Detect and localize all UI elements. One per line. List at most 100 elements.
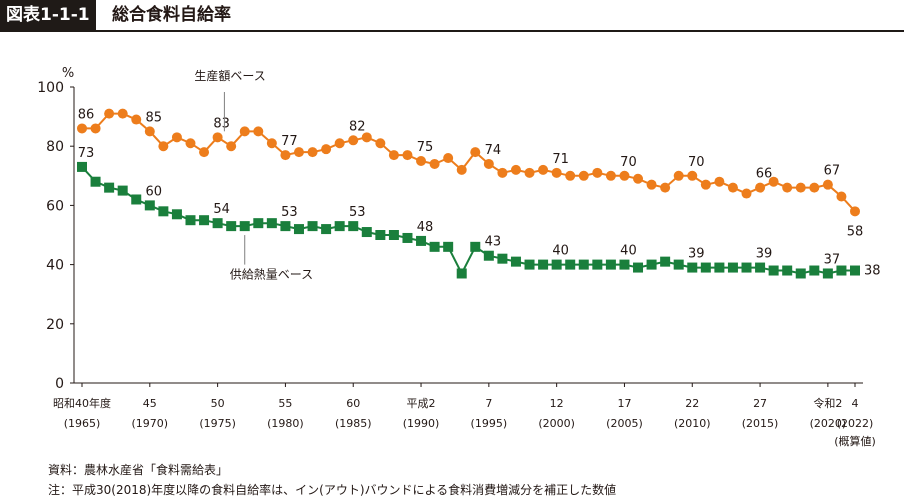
calorie-supply-point	[741, 262, 752, 273]
production-value-point	[673, 170, 684, 181]
production-value-point	[660, 182, 671, 193]
x-tick-note-label: (概算値)	[834, 434, 876, 448]
calorie-supply-data-label: 38	[864, 264, 881, 279]
calorie-supply-data-label: 54	[213, 202, 230, 217]
production-value-point	[836, 191, 847, 202]
production-value-point	[77, 123, 87, 134]
production-value-point	[809, 182, 820, 193]
header-divider	[0, 30, 904, 32]
calorie-supply-data-label: 48	[417, 220, 434, 235]
production-value-point	[429, 158, 440, 169]
production-value-point	[578, 170, 589, 181]
calorie-supply-point	[131, 194, 142, 205]
calorie-supply-point	[199, 215, 210, 226]
production-value-point	[158, 141, 169, 152]
calorie-supply-point	[144, 200, 155, 211]
production-value-point	[822, 179, 833, 190]
calorie-supply-point	[822, 268, 833, 279]
production-value-point	[592, 167, 603, 178]
calorie-supply-point	[605, 259, 616, 270]
calorie-supply-point	[551, 259, 562, 270]
calorie-supply-point	[673, 259, 684, 270]
production-value-point	[266, 138, 277, 149]
x-tick-year-label: (1965)	[64, 417, 101, 430]
calorie-supply-point	[687, 262, 698, 273]
x-tick-label: 17	[617, 397, 631, 410]
production-value-point	[416, 156, 427, 166]
production-value-data-label: 74	[485, 143, 502, 158]
production-value-point	[510, 164, 521, 175]
calorie-supply-point	[375, 230, 386, 240]
x-tick-year-label: (1970)	[132, 417, 169, 430]
plot-area	[77, 108, 860, 279]
production-value-point	[293, 147, 304, 158]
calorie-supply-point	[456, 268, 467, 279]
production-value-point	[687, 170, 698, 181]
calorie-supply-point	[714, 262, 725, 273]
calorie-supply-data-label: 39	[688, 247, 705, 262]
calorie-supply-line	[81, 166, 855, 276]
calorie-supply-point	[443, 241, 454, 252]
production-value-data-label: 70	[688, 155, 705, 170]
production-value-point	[361, 132, 372, 143]
production-value-data-label: 82	[349, 119, 366, 134]
calorie-supply-point	[77, 161, 87, 172]
production-value-data-label: 71	[552, 152, 569, 167]
calorie-supply-point	[321, 224, 332, 235]
calorie-supply-point	[633, 262, 644, 273]
calorie-supply-series-label: 供給熱量ベース	[230, 268, 313, 282]
x-tick-year-label: (1980)	[267, 417, 304, 430]
calorie-supply-point	[755, 262, 766, 273]
production-value-point	[782, 182, 793, 193]
x-tick-year-label: (1990)	[403, 417, 440, 430]
calorie-supply-point	[483, 250, 494, 261]
production-value-series-label: 生産額ベース	[194, 68, 265, 83]
calorie-supply-point	[90, 176, 101, 187]
figure-title: 総合食料自給率	[112, 5, 231, 25]
y-axis-unit-label: %	[62, 66, 74, 81]
series-annotations: 86 85 83 77 82 75 74 71 70 70 66 67 58 73 60 54 53 53 48 43…	[78, 68, 881, 282]
production-value-point	[700, 179, 711, 190]
calorie-supply-point	[646, 259, 657, 270]
calorie-supply-point	[429, 241, 440, 252]
calorie-supply-point	[619, 259, 630, 270]
production-value-point	[714, 176, 725, 187]
calorie-supply-point	[171, 209, 182, 220]
production-value-point	[795, 182, 806, 193]
production-value-point	[470, 147, 481, 158]
line-chart: % 0 20 40 60 80 100 昭和40年度 (1965) 45 (1970) 50 (197…	[37, 66, 881, 448]
x-tick-label: 60	[346, 397, 360, 410]
x-tick-label: 昭和40年度	[53, 396, 111, 410]
calorie-supply-point	[660, 256, 671, 267]
production-value-data-label: 58	[847, 224, 864, 239]
y-axis: % 0 20 40 60 80 100	[37, 66, 75, 392]
production-value-point	[185, 138, 196, 149]
y-tick-label: 60	[46, 198, 64, 214]
calorie-supply-point	[497, 253, 508, 264]
x-tick-label: 4	[852, 397, 859, 410]
production-value-point	[117, 108, 128, 119]
calorie-supply-data-label: 40	[552, 244, 569, 259]
calorie-supply-point	[388, 230, 399, 240]
figure-header: 図表1-1-1 総合食料自給率	[0, 0, 904, 32]
x-tick-year-label: (1995)	[471, 417, 508, 430]
calorie-supply-data-label: 53	[349, 205, 366, 220]
production-value-point	[280, 150, 291, 161]
calorie-supply-point	[104, 182, 115, 193]
production-value-point	[212, 132, 223, 143]
calorie-supply-point	[266, 218, 277, 229]
production-value-point	[307, 147, 318, 158]
x-tick-label: 45	[143, 397, 157, 410]
x-tick-year-label: (2020)	[810, 417, 847, 430]
production-value-point	[646, 179, 657, 190]
production-value-point	[768, 176, 779, 187]
production-value-data-label: 66	[756, 167, 773, 182]
x-tick-year-label: (2010)	[674, 417, 711, 430]
calorie-supply-point	[592, 259, 603, 270]
production-value-data-label: 85	[146, 110, 163, 125]
calorie-supply-point	[768, 265, 779, 276]
calorie-supply-point	[402, 232, 413, 243]
production-value-point	[456, 164, 467, 175]
production-value-point	[619, 170, 630, 181]
calorie-supply-point	[253, 218, 264, 229]
